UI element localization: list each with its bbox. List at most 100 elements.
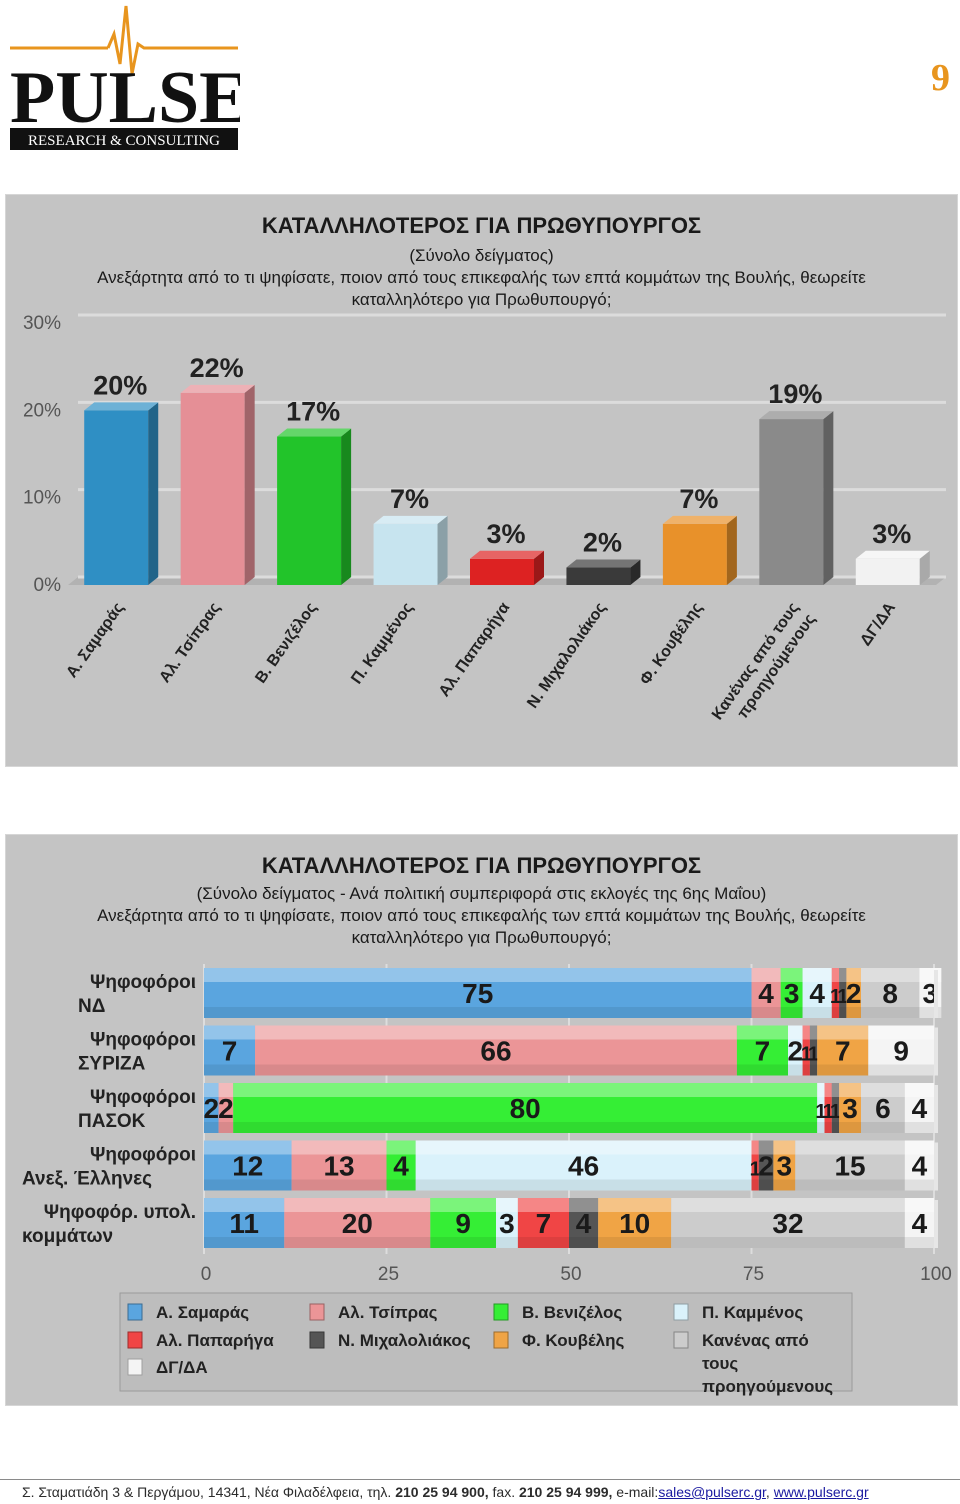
chart2-segment (751, 1140, 759, 1191)
chart2-segment (430, 1198, 496, 1248)
chart1-data-label: 7% (390, 484, 429, 514)
pulse-logo: PULSE RESEARCH & CONSULTING (10, 5, 240, 150)
chart2-segment-label: 46 (568, 1151, 599, 1182)
chart2-row-label-line: ΠΑΣΟΚ (78, 1111, 146, 1132)
chart2-segment-shadow (430, 1237, 496, 1248)
chart2-segment-shadow (831, 1007, 840, 1018)
chart2-segment-highlight (773, 1140, 796, 1155)
chart2-row-label-line: Ψηφοφόρ. υπολ. (44, 1202, 196, 1223)
chart2-segment (284, 1198, 431, 1248)
chart2-segment-label: 8 (882, 978, 898, 1009)
chart2-segment-label: 20 (342, 1208, 373, 1239)
chart2-segment-shadow (386, 1179, 416, 1191)
chart1-bar-top (277, 428, 352, 437)
chart1-bar (759, 411, 834, 585)
chart2-segment-label: 4 (393, 1151, 409, 1182)
chart1-data-label: 22% (190, 353, 244, 383)
chart2-legend-label-line: Κανένας από (702, 1331, 809, 1350)
chart2-segment-highlight (824, 1083, 832, 1097)
chart2-segment-label: 10 (619, 1208, 650, 1239)
footer-fax-label: fax. (492, 1484, 516, 1500)
chart2-row-label-line: ΝΔ (78, 996, 105, 1017)
chart2-segment-label: 2 (218, 1093, 234, 1124)
chart2-segment (758, 1140, 774, 1191)
chart2-segment-label: 32 (772, 1208, 803, 1239)
chart2-segment-label: 3 (777, 1151, 793, 1182)
chart2-segment-rect (904, 1083, 934, 1133)
chart1-data-label: 19% (768, 379, 822, 409)
chart2-segment-shadow (802, 1007, 832, 1018)
chart2-segment-shadow (831, 1122, 840, 1133)
chart1-bar-front (373, 523, 438, 585)
chart2-segment (795, 1140, 905, 1191)
chart1-category-label: Αλ. Παπαρήγα (436, 599, 514, 700)
chart2-segment (904, 1198, 934, 1248)
chart1-bar-side (148, 402, 159, 585)
chart2-segment-rect (415, 1140, 752, 1191)
chart2-row-label: Ψηφοφόροι ΝΔ (78, 972, 196, 1017)
chart2-segment-highlight (904, 1083, 934, 1097)
chart2-legend-swatch (493, 1331, 509, 1349)
chart2-segment-label: 2 (846, 978, 862, 1009)
chart2-segment-label: 1 (808, 1044, 819, 1066)
chart2-question-line2: καταλληλότερο για Πρωθυπουργό; (351, 928, 612, 947)
chart2-segment-label: 9 (455, 1208, 471, 1239)
chart2-xtick-label: 25 (378, 1264, 399, 1285)
chart2-segment-shadow (904, 1122, 934, 1133)
chart2-segment-label: 4 (912, 1093, 928, 1124)
chart2-legend-swatch (127, 1303, 143, 1321)
chart2-segment-highlight (839, 968, 847, 982)
chart2-segment-shadow (598, 1237, 672, 1248)
chart2-legend-item: Β. Βενιζέλος (493, 1303, 622, 1322)
chart2-segment-label: 4 (912, 1208, 928, 1239)
chart2-segment-highlight (861, 1083, 905, 1097)
chart2-legend-item: Κανένας από τους προηγούμενους (673, 1331, 833, 1396)
chart2-segment (255, 1025, 737, 1076)
chart2-legend-label: Ν. Μιχαλολιάκος (338, 1331, 471, 1350)
chart2-segment (809, 1025, 818, 1076)
footer-website-link[interactable]: www.pulserc.gr (773, 1484, 869, 1500)
chart-vertical-bar-panel: ΚΑΤΑΛΛΗΛΟΤΕΡΟΣ ΓΙΑ ΠΡΩΘΥΠΟΥΡΓΟΣ (Σύνολο … (5, 194, 958, 767)
chart2-segment-rect (291, 1140, 387, 1191)
chart2-segment-label: 7 (222, 1036, 238, 1067)
chart-stacked-bar-panel: ΚΑΤΑΛΛΗΛΟΤΕΡΟΣ ΓΙΑ ΠΡΩΘΥΠΟΥΡΓΟΣ (Σύνολο … (5, 834, 958, 1406)
chart2-bar-endcap (934, 970, 938, 1018)
chart2-segment-shadow (671, 1237, 905, 1248)
chart1-data-label: 3% (486, 519, 525, 549)
chart2-segment-label: 66 (480, 1036, 511, 1067)
chart2-legend-label-line: Α. Σαμαράς (156, 1303, 249, 1322)
chart2-segment-highlight (598, 1198, 672, 1212)
chart2-segment-highlight (904, 1198, 934, 1212)
chart2-segment-highlight (868, 1025, 934, 1040)
logo-tagline: RESEARCH & CONSULTING (28, 133, 220, 149)
chart2-segment-highlight (291, 1140, 387, 1155)
chart2-xtick-label: 100 (920, 1264, 952, 1285)
chart2-segment-rect (496, 1198, 518, 1248)
chart2-segment (218, 1083, 234, 1133)
chart2-segment-label: 13 (323, 1151, 354, 1182)
chart1-data-label: 20% (93, 370, 147, 400)
chart2-segment-label: 80 (510, 1093, 541, 1124)
chart1-ytick-label: 30% (23, 313, 61, 334)
chart1-bar-side (437, 515, 448, 585)
chart2-segment (861, 1083, 905, 1133)
chart1-data-label: 7% (679, 484, 718, 514)
chart2-segment-shadow (751, 1179, 759, 1191)
chart2-segment-rect (817, 1083, 825, 1133)
chart1-plot: 0% 10% 20% 30% 20% Α. Σαμαράς 22% Αλ. Τσίπρας 17… (23, 313, 946, 723)
chart2-legend-label: Αλ. Τσίπρας (338, 1303, 438, 1322)
chart2-bar-endcap (934, 1085, 938, 1133)
chart2-legend-item: Π. Καμμένος (673, 1303, 803, 1322)
chart1-bar-side (630, 559, 641, 585)
footer-email-link[interactable]: sales@pulserc.gr (658, 1484, 766, 1500)
page-number: 9 (931, 57, 950, 99)
logo-wordmark: PULSE (10, 57, 240, 139)
chart2-segment (780, 968, 803, 1018)
chart2-segment-highlight (204, 1198, 285, 1212)
chart2-segment-label: 7 (536, 1208, 552, 1239)
chart2-segment-highlight (817, 1083, 825, 1097)
chart1-bar-front (277, 436, 342, 585)
chart2-segment-rect (751, 968, 781, 1018)
chart2-row-label: Ψηφοφόροι Ανεξ. Έλληνες (22, 1145, 196, 1190)
chart2-segment (569, 1198, 599, 1248)
